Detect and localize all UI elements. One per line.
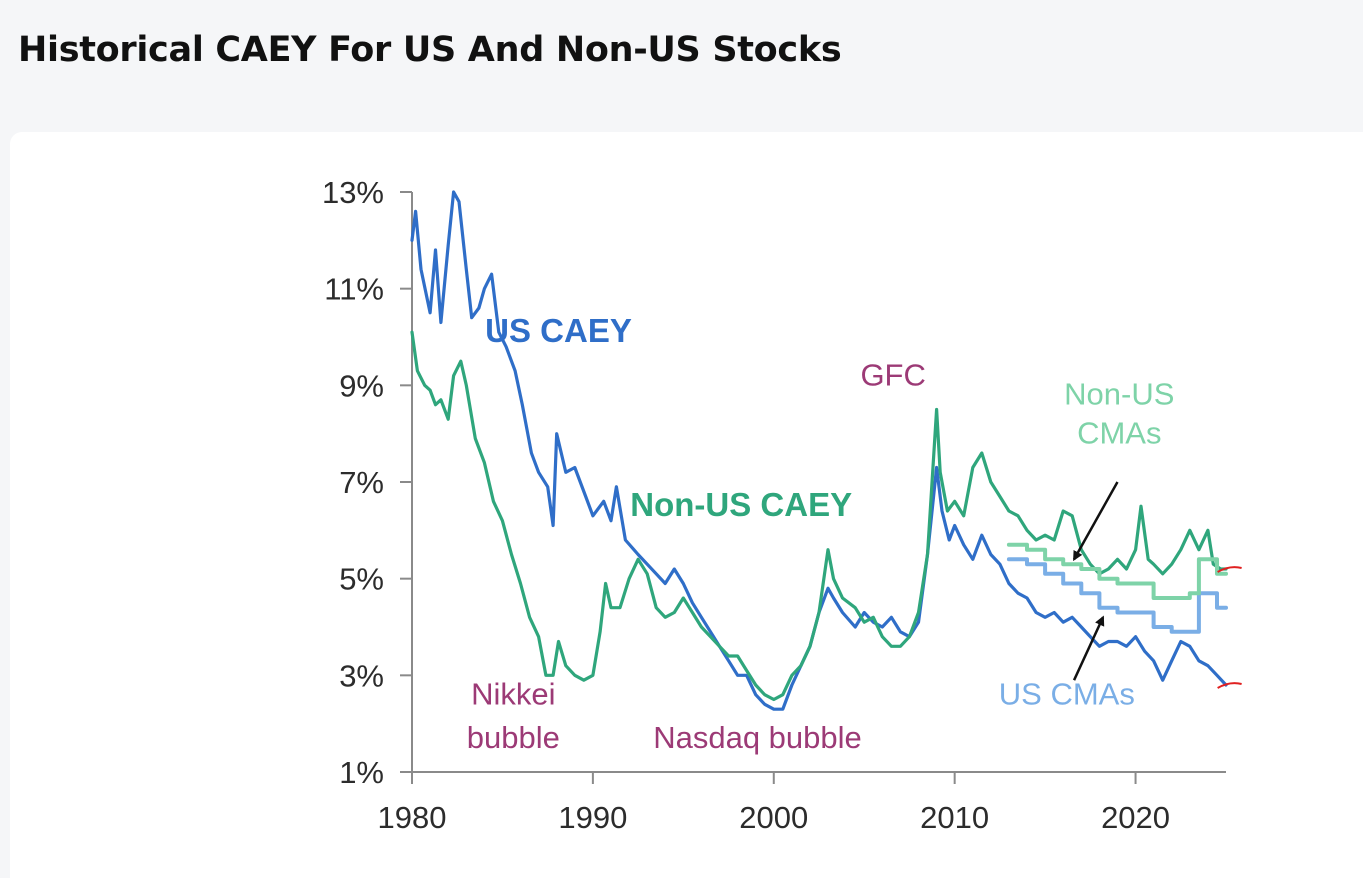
caey-line-chart: 1% 3% 5% 7% 9% 11% 13% 1980 1990 2000 2010 2020 US … bbox=[322, 175, 1242, 835]
annotation-label: Nasdaq bubble bbox=[653, 720, 862, 755]
series-line-us-cmas bbox=[1006, 557, 1228, 634]
y-tick-label: 1% bbox=[339, 755, 384, 790]
series-line-us-caey bbox=[410, 190, 1228, 711]
annotation-label: US CAEY bbox=[485, 312, 632, 349]
x-tick-label: 2020 bbox=[1101, 800, 1170, 835]
chart-axes: 1% 3% 5% 7% 9% 11% 13% 1980 1990 2000 2010 2020 bbox=[322, 175, 1226, 835]
red-end-marker bbox=[1217, 682, 1242, 689]
annotation-arrow bbox=[1072, 481, 1119, 562]
chart-series bbox=[410, 190, 1228, 711]
x-tick-label: 2010 bbox=[920, 800, 989, 835]
annotation-label: Nikkei bbox=[471, 676, 555, 711]
y-tick-label: 5% bbox=[339, 562, 384, 597]
annotation-label: CMAs bbox=[1077, 415, 1161, 450]
chart-card: 1% 3% 5% 7% 9% 11% 13% 1980 1990 2000 2010 2020 US … bbox=[10, 132, 1363, 878]
annotation-label: Non-US bbox=[1064, 377, 1174, 412]
annotation-label: bubble bbox=[467, 720, 560, 755]
y-tick-label: 11% bbox=[324, 272, 384, 307]
y-tick-label: 3% bbox=[339, 658, 384, 693]
x-tick-label: 1990 bbox=[558, 800, 627, 835]
series-line-non-us-cmas bbox=[1006, 542, 1228, 600]
page-title: Historical CAEY For US And Non-US Stocks bbox=[18, 30, 842, 70]
y-tick-label: 13% bbox=[322, 175, 384, 210]
y-tick-label: 9% bbox=[339, 368, 384, 403]
red-end-marker bbox=[1217, 566, 1242, 573]
y-tick-label: 7% bbox=[339, 465, 384, 500]
annotation-label: Non-US CAEY bbox=[630, 486, 852, 523]
chart-annotations: US CAEY Non-US CAEY GFC Nikkei bubble Nasdaq … bbox=[467, 312, 1242, 755]
annotation-label: GFC bbox=[860, 357, 925, 392]
annotation-label: US CMAs bbox=[999, 676, 1135, 711]
x-tick-label: 2000 bbox=[739, 800, 808, 835]
annotation-arrow bbox=[1072, 615, 1105, 681]
x-tick-label: 1980 bbox=[378, 800, 447, 835]
